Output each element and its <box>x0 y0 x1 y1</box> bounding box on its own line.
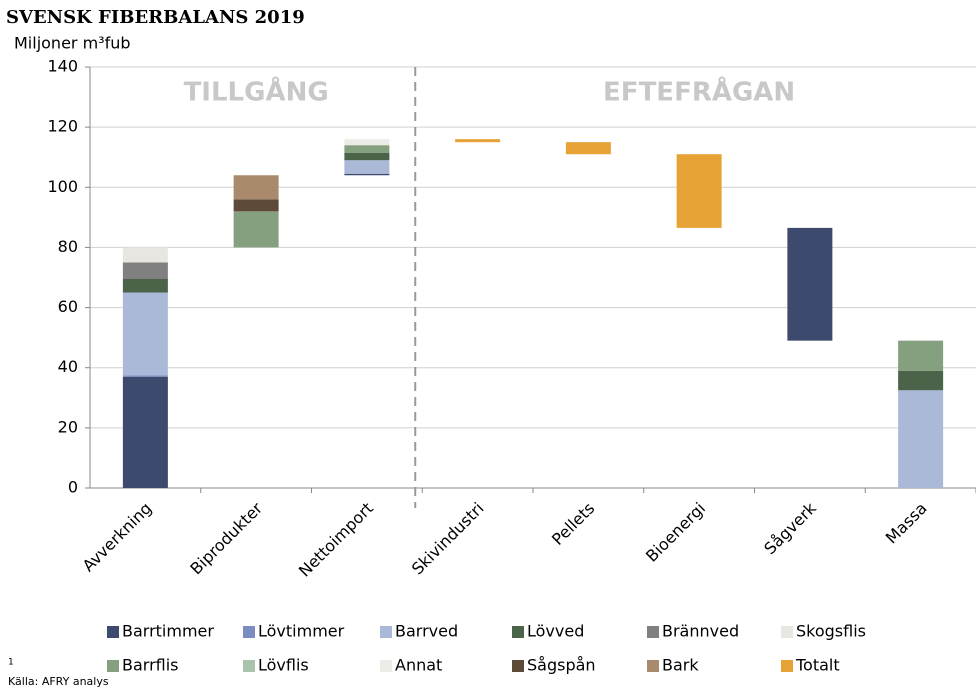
legend-swatch <box>647 626 659 638</box>
bar-segment <box>344 152 390 161</box>
legend-swatch <box>781 626 793 638</box>
legend-label: Totalt <box>795 656 840 675</box>
legend-label: Bark <box>662 656 699 675</box>
legend-label: Barrved <box>395 622 458 641</box>
legend-swatch <box>512 626 524 638</box>
bar-segment <box>233 211 279 248</box>
bar-segment <box>122 376 168 488</box>
legend-label: Annat <box>395 656 442 675</box>
legend-label: Barrtimmer <box>122 622 214 641</box>
x-tick-label: Bioenergi <box>642 499 709 566</box>
bar-segment <box>898 370 944 391</box>
bar-segment <box>676 154 722 228</box>
bar-segment <box>344 173 390 176</box>
source: Källa: AFRY analys <box>8 675 109 688</box>
bar-segment <box>344 160 390 174</box>
legend-label: Sågspån <box>527 656 596 675</box>
bar-segment <box>344 145 390 153</box>
y-tick-label: 140 <box>47 57 78 76</box>
y-tick-label: 0 <box>68 478 78 497</box>
bar-segment <box>455 139 501 143</box>
x-tick-label: Skivindustri <box>408 499 488 579</box>
x-tick-label: Pellets <box>548 499 598 549</box>
legend-label: Barrflis <box>122 656 179 675</box>
chart-title: SVENSK FIBERBALANS 2019 <box>6 7 305 28</box>
legend-label: Lövflis <box>258 656 309 675</box>
legend-label: Skogsflis <box>796 622 866 641</box>
bar-segment <box>898 340 944 371</box>
legend-swatch <box>781 660 793 672</box>
y-axis-label: Miljoner m³fub <box>14 34 131 53</box>
bar-segment <box>122 247 168 263</box>
bar-segment <box>344 139 390 146</box>
group-label: TILLGÅNG <box>184 76 329 108</box>
legend-swatch <box>107 660 119 672</box>
bar-segment <box>787 227 833 341</box>
y-tick-label: 80 <box>58 237 78 256</box>
x-tick-label: Nettoimport <box>295 499 377 581</box>
legend-swatch <box>243 626 255 638</box>
bar-segment <box>898 390 944 488</box>
legend-swatch <box>380 660 392 672</box>
legend-swatch <box>243 660 255 672</box>
x-tick-label: Massa <box>882 499 931 548</box>
footnote: 1 <box>8 658 14 668</box>
y-tick-label: 20 <box>58 417 78 436</box>
legend-swatch <box>380 626 392 638</box>
bar-segment <box>122 262 168 280</box>
y-tick-label: 60 <box>58 297 78 316</box>
bar-segment <box>122 375 168 377</box>
y-tick-label: 100 <box>47 177 78 196</box>
bar-segment <box>565 142 611 155</box>
legend-swatch <box>512 660 524 672</box>
x-tick-label: Biprodukter <box>186 498 266 578</box>
group-label: EFTEFRÅGAN <box>603 76 795 108</box>
legend-label: Lövtimmer <box>258 622 345 641</box>
y-tick-label: 120 <box>47 117 78 136</box>
bar-segment <box>122 292 168 376</box>
legend-swatch <box>647 660 659 672</box>
bar-segment <box>122 279 168 293</box>
bar-segment <box>233 175 279 200</box>
y-tick-label: 40 <box>58 357 78 376</box>
legend-label: Lövved <box>527 622 584 641</box>
x-tick-label: Sågverk <box>760 498 820 558</box>
bar-segment <box>233 199 279 212</box>
x-tick-label: Avverkning <box>79 499 156 576</box>
legend-swatch <box>107 626 119 638</box>
legend-label: Brännved <box>662 622 739 641</box>
